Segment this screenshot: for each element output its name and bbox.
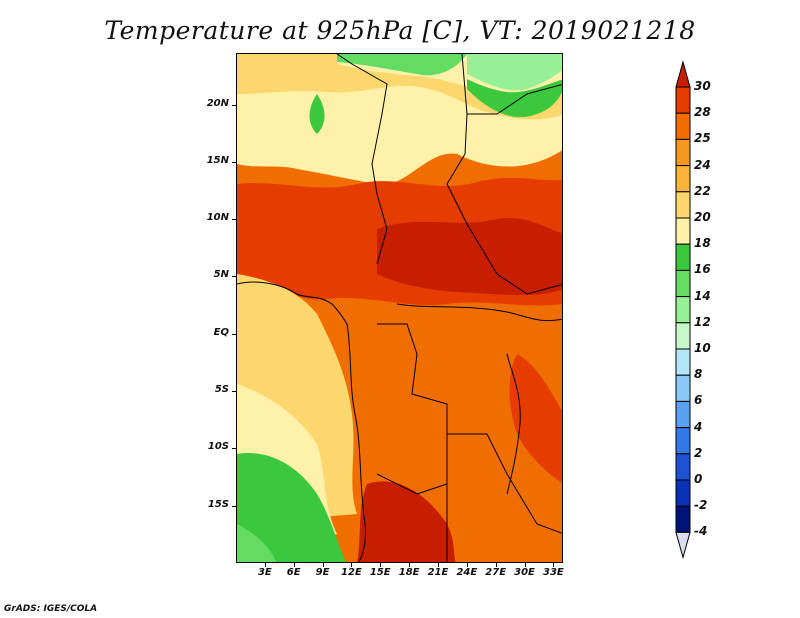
chart-title: Temperature at 925hPa [C], VT: 201902121…	[104, 16, 696, 45]
lat-tick-label: 5N	[213, 269, 229, 281]
lon-tick-label: 15E	[369, 567, 391, 578]
lat-tick-label: 5S	[214, 384, 229, 396]
temperature-map	[236, 53, 563, 563]
lon-tick-label: 21E	[427, 567, 449, 578]
field-hot-east	[509, 354, 562, 483]
colorbar-level-label: 16	[694, 262, 711, 277]
lat-tick-label: 15S	[207, 498, 229, 510]
lon-tick	[409, 563, 411, 567]
colorbar-segment	[675, 453, 691, 481]
colorbar-level-label: 0	[694, 472, 703, 486]
lon-tick	[351, 563, 353, 567]
lon-tick	[495, 563, 497, 567]
lat-tick	[232, 333, 236, 335]
lon-tick-label: 27E	[485, 567, 507, 578]
colorbar-level-label: 22	[694, 183, 711, 198]
colorbar-segment	[675, 243, 691, 271]
colorbar-level-label: 14	[694, 288, 711, 303]
lon-tick-label: 12E	[341, 567, 362, 578]
country-borders	[237, 54, 562, 562]
colorbar-segment	[675, 269, 691, 298]
colorbar-level-label: 6	[694, 393, 703, 408]
colorbar-level-label: 24	[694, 157, 711, 172]
field-hottest-belt	[377, 218, 562, 296]
colorbar-segment	[675, 427, 691, 455]
lat-tick	[232, 448, 236, 450]
colorbar-level-label: -2	[694, 498, 708, 513]
lon-tick-label: 6E	[286, 567, 301, 578]
footer-credit: GrADS: IGES/COLA	[4, 604, 98, 614]
lon-tick	[524, 563, 526, 567]
lon-tick-label: 30E	[514, 567, 535, 578]
colorbar-level-label: 18	[694, 236, 711, 251]
field-green-north	[337, 54, 467, 76]
colorbar-segment	[675, 348, 691, 376]
lon-tick	[264, 563, 266, 567]
colorbar-level-label: 4	[694, 419, 703, 434]
lon-tick-label: 33E	[543, 567, 564, 578]
colorbar-segment	[675, 86, 691, 114]
colorbar-segment	[675, 165, 691, 193]
colorbar-level-label: 12	[694, 314, 711, 329]
lon-tick-label: 18E	[398, 567, 420, 578]
field-lightgreen-ne	[467, 54, 562, 91]
lat-tick	[232, 276, 236, 278]
colorbar-level-label: 20	[694, 210, 711, 224]
lat-tick-label: EQ	[213, 326, 229, 338]
lat-tick	[232, 391, 236, 393]
colorbar-level-label: 25	[694, 131, 711, 146]
field-green-patch	[309, 94, 325, 134]
colorbar-segment	[675, 374, 691, 402]
colorbar-segment	[675, 296, 691, 324]
colorbar-level-label: 8	[694, 367, 703, 382]
lon-tick-label: 24E	[456, 567, 478, 578]
lat-tick	[232, 505, 236, 507]
field-lightgreen-sw	[237, 524, 277, 562]
lat-tick-label: 10S	[207, 441, 229, 453]
lat-tick	[232, 161, 236, 163]
colorbar-segment	[675, 322, 691, 350]
colorbar-bottom-triangle	[675, 531, 691, 560]
lon-tick	[293, 563, 295, 567]
lat-tick-label: 15N	[206, 154, 229, 166]
lon-tick	[437, 563, 439, 567]
lon-tick-label: 9E	[315, 567, 330, 578]
lon-tick	[322, 563, 324, 567]
colorbar-segment	[675, 138, 691, 167]
lat-tick-label: 10N	[206, 212, 229, 224]
colorbar-level-label: 30	[694, 79, 711, 93]
field-green-ne	[467, 79, 562, 118]
colorbar-level-label: 28	[694, 105, 711, 120]
lon-tick	[380, 563, 382, 567]
colorbar-segment	[675, 505, 691, 533]
colorbar-segment	[675, 217, 691, 245]
colorbar-segment	[675, 112, 691, 140]
field-green-sw	[237, 453, 347, 562]
colorbar-segment	[675, 400, 691, 429]
lat-tick	[232, 219, 236, 221]
lon-tick	[466, 563, 468, 567]
colorbar-level-label: 2	[694, 445, 703, 460]
colorbar-level-label: 10	[694, 341, 711, 355]
lat-tick	[232, 104, 236, 106]
colorbar-level-label: -4	[694, 524, 708, 539]
colorbar-segment	[675, 191, 691, 219]
colorbar-top-triangle	[675, 60, 691, 88]
lon-tick-label: 3E	[257, 567, 272, 578]
field-hot-south	[357, 481, 456, 562]
colorbar-segment	[675, 479, 691, 507]
temperature-field	[237, 54, 562, 562]
lon-tick	[553, 563, 555, 567]
lat-tick-label: 20N	[206, 97, 229, 109]
